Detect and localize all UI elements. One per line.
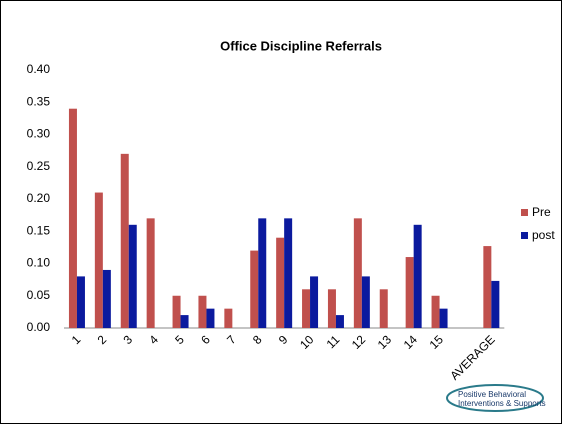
bar (302, 289, 311, 328)
bar (76, 276, 85, 328)
bar (102, 269, 111, 328)
bar (180, 315, 189, 328)
y-tick-label: 0.10 (27, 256, 51, 270)
bar (327, 289, 336, 328)
y-tick-label: 0.00 (27, 320, 51, 334)
bar (146, 218, 155, 328)
y-tick-label: 0.05 (27, 288, 51, 302)
y-tick-label: 0.20 (27, 191, 51, 205)
logo-text: Interventions & Supports (458, 399, 546, 408)
bar (198, 295, 207, 328)
y-tick-label: 0.35 (27, 94, 51, 108)
bar (284, 218, 293, 328)
bar (120, 153, 129, 328)
bar (405, 257, 414, 328)
bar (206, 308, 215, 328)
bar (353, 218, 362, 328)
y-tick-label: 0.30 (27, 127, 51, 141)
bar (68, 108, 77, 328)
bar (276, 237, 285, 328)
bar (94, 192, 103, 328)
bar (491, 280, 500, 328)
logo: Positive Behavioral Interventions & Supp… (446, 384, 546, 412)
legend-swatch (521, 209, 528, 216)
bar (310, 276, 319, 328)
bar (483, 246, 492, 328)
logo-ring (446, 384, 544, 412)
y-tick-label: 0.40 (27, 62, 51, 76)
bar (128, 224, 137, 328)
y-tick-label: 0.25 (27, 159, 51, 173)
bar (413, 224, 422, 328)
bar (258, 218, 267, 328)
legend-label: post (532, 228, 555, 242)
bar (335, 315, 344, 328)
chart-title: Office Discipline Referrals (220, 38, 382, 53)
bar (250, 250, 259, 328)
bar (379, 289, 388, 328)
legend-label: Pre (532, 205, 551, 219)
bar (439, 308, 448, 328)
logo-text: Positive Behavioral (458, 390, 526, 399)
bar (172, 295, 181, 328)
legend-swatch (521, 232, 528, 239)
bar (431, 295, 440, 328)
bar (361, 276, 370, 328)
bar (224, 308, 233, 328)
y-tick-label: 0.15 (27, 223, 51, 237)
